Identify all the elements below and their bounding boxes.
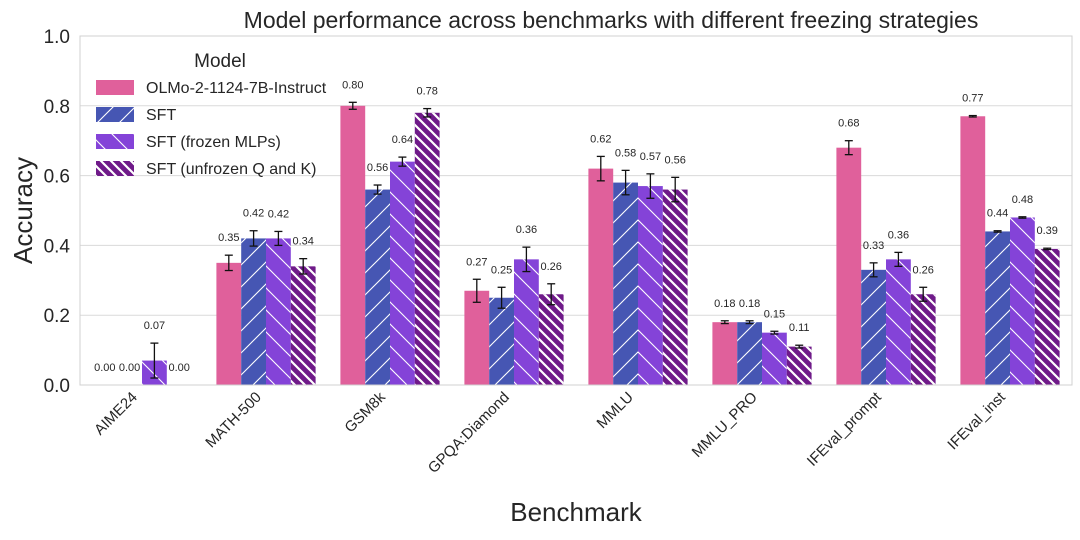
legend-swatch-hatch <box>96 107 134 122</box>
bar-hatch <box>638 186 663 385</box>
bar-hatch <box>1010 217 1035 385</box>
data-label: 0.36 <box>888 229 909 241</box>
y-tick-label: 0.8 <box>44 97 70 118</box>
x-tick-label: AIME24 <box>91 389 141 439</box>
legend-label: SFT (frozen MLPs) <box>146 134 281 151</box>
data-label: 0.34 <box>292 236 313 248</box>
data-label: 0.56 <box>664 154 685 166</box>
data-label: 0.56 <box>367 162 388 174</box>
data-label: 0.33 <box>863 240 884 252</box>
bar-hatch <box>290 266 316 385</box>
data-label: 0.00 <box>94 362 115 374</box>
data-label: 0.35 <box>218 232 239 244</box>
legend-label: SFT (unfrozen Q and K) <box>146 161 316 178</box>
data-label: 0.39 <box>1036 225 1057 237</box>
y-tick-label: 1.0 <box>44 27 70 48</box>
data-label: 0.15 <box>764 308 785 320</box>
legend-label: SFT <box>146 107 176 124</box>
data-label: 0.27 <box>466 256 487 268</box>
x-tick-label: IFEval_prompt <box>804 388 886 470</box>
data-label: 0.44 <box>987 208 1008 220</box>
bar <box>216 262 242 385</box>
bar-hatch <box>613 182 638 385</box>
bar-hatch <box>266 238 291 385</box>
bar-hatch <box>241 238 266 385</box>
data-label: 0.42 <box>243 208 264 220</box>
data-label: 0.78 <box>416 86 437 98</box>
data-label: 0.80 <box>342 79 363 91</box>
data-label: 0.48 <box>1012 194 1033 206</box>
bar <box>588 168 614 385</box>
x-tick-label: GSM8k <box>341 388 389 436</box>
bar-hatch <box>861 269 886 385</box>
x-tick-label: MMLU <box>594 389 637 432</box>
bar-hatch <box>662 189 688 385</box>
bar-hatch <box>514 259 539 385</box>
x-tick-label: MATH-500 <box>202 389 265 452</box>
bar-hatch <box>390 161 415 385</box>
data-label: 0.00 <box>119 362 140 374</box>
data-label: 0.18 <box>714 298 735 310</box>
plot-frame <box>79 35 1073 386</box>
data-label: 0.18 <box>739 298 760 310</box>
bar-hatch <box>786 346 812 385</box>
bar-hatch <box>762 332 787 385</box>
bar-hatch <box>737 322 762 385</box>
data-label: 0.26 <box>912 264 933 276</box>
chart-title: Model performance across benchmarks with… <box>244 7 979 33</box>
x-tick-label: GPQA:Diamond <box>425 389 513 477</box>
data-label: 0.64 <box>392 134 413 146</box>
legend-title: Model <box>194 51 246 72</box>
bar-hatch <box>365 189 390 385</box>
y-axis-label: Accuracy <box>8 157 38 264</box>
bar-hatch <box>414 112 440 385</box>
bar <box>340 105 366 386</box>
bar-hatch <box>1034 248 1060 385</box>
data-label: 0.07 <box>144 320 165 332</box>
bar-hatch <box>538 294 564 385</box>
bar-hatch <box>489 297 514 385</box>
data-label: 0.57 <box>640 151 661 163</box>
bar <box>712 322 738 385</box>
y-tick-label: 0.2 <box>44 306 70 327</box>
data-label: 0.62 <box>590 133 611 145</box>
bar <box>960 116 986 386</box>
x-tick-label: MMLU_PRO <box>689 389 761 461</box>
bar-hatch <box>985 231 1010 385</box>
data-label: 0.68 <box>838 118 859 130</box>
data-label: 0.36 <box>516 224 537 236</box>
data-label: 0.11 <box>789 322 810 334</box>
y-tick-label: 0.6 <box>44 167 70 188</box>
x-tick-label: IFEval_inst <box>944 388 1009 453</box>
legend-label: OLMo-2-1124-7B-Instruct <box>146 80 327 97</box>
data-label: 0.77 <box>962 93 983 105</box>
legend-swatch <box>96 80 134 95</box>
y-tick-label: 0.4 <box>44 236 71 257</box>
bar-hatch <box>886 259 911 385</box>
data-label: 0.58 <box>615 147 636 159</box>
data-label: 0.25 <box>491 264 512 276</box>
legend-swatch-hatch <box>96 161 134 176</box>
data-label: 0.42 <box>268 208 289 220</box>
y-tick-label: 0.0 <box>44 376 70 397</box>
data-label: 0.00 <box>168 362 189 374</box>
x-axis-label: Benchmark <box>510 497 642 527</box>
bar <box>836 147 862 385</box>
bar-hatch <box>910 294 936 385</box>
legend-swatch-hatch <box>96 134 134 149</box>
bar <box>464 290 490 385</box>
data-label: 0.26 <box>540 261 561 273</box>
